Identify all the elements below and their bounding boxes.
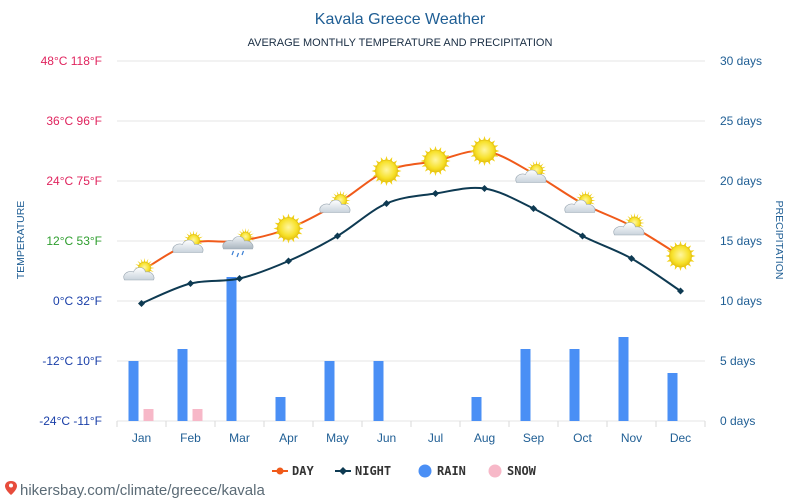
night-point [236,275,243,282]
left-tick-label: 36°C 96°F [46,114,102,128]
month-label: Jun [377,431,396,445]
night-point [628,255,635,262]
night-point [481,185,488,192]
sun-cloud-icon [515,160,547,183]
source-link[interactable]: hikersbay.com/climate/greece/kavala [20,482,265,499]
chart-subtitle: AVERAGE MONTHLY TEMPERATURE AND PRECIPIT… [248,37,553,49]
right-tick-label: 15 days [720,234,762,248]
rain-bar [520,349,531,421]
month-label: Sep [523,431,545,445]
legend-label: NIGHT [355,464,391,478]
right-tick-label: 20 days [720,174,762,188]
sun-cloud-icon [172,230,204,253]
month-label: Jan [132,431,151,445]
sun-cloud-icon [613,213,645,236]
night-point [187,280,194,287]
rain-bar [667,373,678,421]
month-label: Dec [670,431,691,445]
night-point [138,300,145,307]
legend-label: SNOW [507,464,537,478]
night-point [677,287,684,295]
day-line [141,149,682,272]
left-tick-label: 24°C 75°F [46,174,102,188]
weather-icons [123,136,696,281]
sun-cloud-icon [564,190,596,213]
sun-icon [371,156,402,186]
sun-icon [273,213,304,244]
rain-bar [226,277,237,421]
sun-icon [420,146,451,176]
legend-item-day[interactable]: DAY [272,464,314,478]
precipitation-bars [128,277,678,421]
left-axis-label: TEMPERATURE [15,201,27,280]
month-label: Oct [573,431,592,445]
right-axis-label: PRECIPITATION [773,201,785,280]
legend-label: RAIN [437,464,466,478]
right-axis-ticks: 30 days 25 days 20 days 15 days 10 days 5 day… [720,54,762,428]
snow-bar [192,409,203,421]
left-tick-label: -12°C 10°F [42,354,102,368]
left-tick-label: 12°C 53°F [46,234,102,248]
month-label: May [326,431,349,445]
left-tick-label: 0°C 32°F [53,294,102,308]
right-tick-label: 10 days [720,294,762,308]
night-line [141,186,682,305]
chart-title: Kavala Greece Weather [315,11,486,28]
right-tick-label: 5 days [720,354,755,368]
temperature-lines [138,149,684,307]
legend-item-night[interactable]: NIGHT [335,464,391,478]
rain-bar [324,361,335,421]
night-point [579,232,586,240]
sun-icon [665,241,696,271]
legend: DAY NIGHT RAIN SNOW [272,464,537,478]
month-label: Jul [428,431,443,445]
legend-label: DAY [292,464,314,478]
rain-cloud-icon [222,228,255,258]
legend-item-rain[interactable]: RAIN [418,464,466,478]
right-tick-label: 30 days [720,54,762,68]
sun-icon [469,136,500,166]
month-label: Aug [474,431,495,445]
right-tick-label: 25 days [720,114,762,128]
rain-bar [275,397,286,421]
night-point [285,257,292,265]
map-pin-icon [5,481,17,495]
x-axis-ticks: Jan Feb Mar Apr May Jun Jul Aug Sep Oct Nov Dec [132,431,691,445]
rain-bar [128,361,139,421]
snow-bar [143,409,154,421]
sun-cloud-icon [123,258,155,281]
footer: hikersbay.com/climate/greece/kavala [5,481,265,499]
grid [116,60,706,427]
rain-bar [471,397,482,421]
left-tick-label: 48°C 118°F [41,54,102,68]
left-tick-label: -24°C -11°F [39,414,102,428]
month-label: Feb [180,431,201,445]
night-point [334,232,341,240]
month-label: Nov [621,431,642,445]
rain-bar [569,349,580,421]
night-point [530,205,537,212]
month-label: Apr [279,431,298,445]
night-point [432,190,439,197]
left-axis-ticks: 48°C 118°F 36°C 96°F 24°C 75°F 12°C 53°F 0°C… [39,54,102,428]
right-tick-label: 0 days [720,414,755,428]
month-label: Mar [229,431,250,445]
rain-bar [177,349,188,421]
legend-item-snow[interactable]: SNOW [488,464,537,478]
night-point [383,200,390,207]
rain-bar [373,361,384,421]
sun-cloud-icon [319,190,351,213]
rain-bar [618,337,629,421]
